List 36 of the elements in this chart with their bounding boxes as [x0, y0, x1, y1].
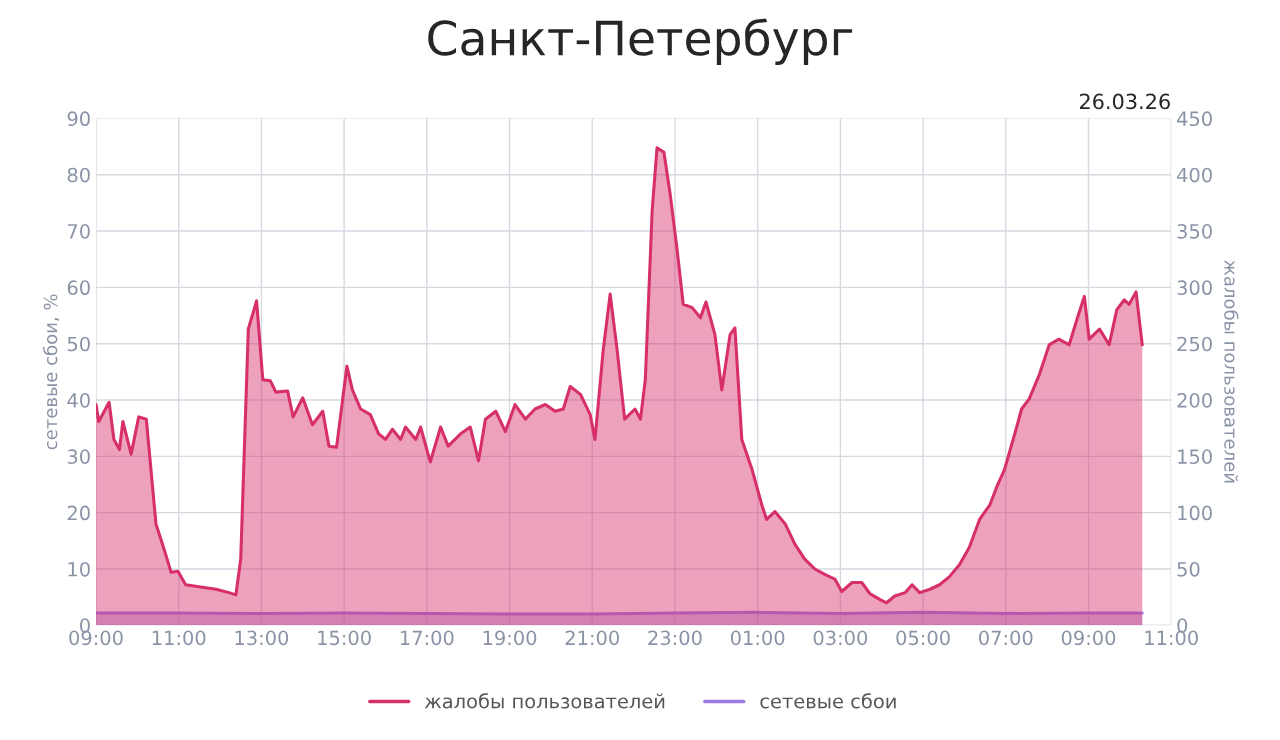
y-tick-label: 60 — [67, 280, 90, 296]
y-tick-label: 20 — [67, 505, 90, 521]
y2-tick-label: 300 — [1177, 280, 1212, 296]
legend-label: жалобы пользователей — [424, 693, 665, 709]
x-tick-label: 23:00 — [648, 630, 702, 646]
x-tick-label: 21:00 — [565, 630, 619, 646]
x-tick-label: 05:00 — [896, 630, 950, 646]
x-tick-label: 09:00 — [1061, 630, 1116, 646]
x-tick-label: 19:00 — [483, 630, 537, 646]
x-tick-label: 13:00 — [235, 630, 289, 646]
x-tick-label: 11:00 — [152, 630, 206, 646]
x-tick-label: 07:00 — [979, 630, 1033, 646]
y2-tick-label: 250 — [1177, 336, 1212, 352]
y-tick-label: 40 — [67, 392, 90, 408]
y2-tick-label: 50 — [1177, 561, 1200, 577]
y2-tick-label: 150 — [1178, 449, 1212, 464]
y2-axis-title: жалобы пользователей — [1224, 260, 1239, 483]
y2-tick-label: 350 — [1177, 224, 1212, 239]
y-tick-label: 30 — [67, 449, 90, 464]
y2-tick-label: 200 — [1177, 392, 1212, 408]
x-tick-label: 17:00 — [400, 630, 454, 646]
x-tick-label: 15:00 — [318, 630, 371, 646]
y2-tick-label: 400 — [1177, 167, 1212, 183]
y2-tick-label: 450 — [1177, 111, 1212, 127]
y-tick-label: 10 — [68, 561, 90, 577]
chart-title: Санкт-Петербург — [428, 18, 853, 66]
y-axis-title: сетевые сбои, % — [43, 294, 60, 450]
x-tick-label: 03:00 — [813, 630, 868, 646]
text: 26.03.26 — [1079, 93, 1170, 110]
x-tick-label: 01:00 — [730, 630, 785, 646]
y-tick-label: 80 — [67, 167, 90, 183]
y-tick-label: 70 — [67, 224, 90, 239]
y-tick-label: 90 — [67, 111, 90, 127]
y-tick-label: 50 — [67, 336, 90, 352]
legend-label: сетевые сбои — [760, 693, 896, 709]
y2-tick-label: 100 — [1178, 505, 1212, 521]
